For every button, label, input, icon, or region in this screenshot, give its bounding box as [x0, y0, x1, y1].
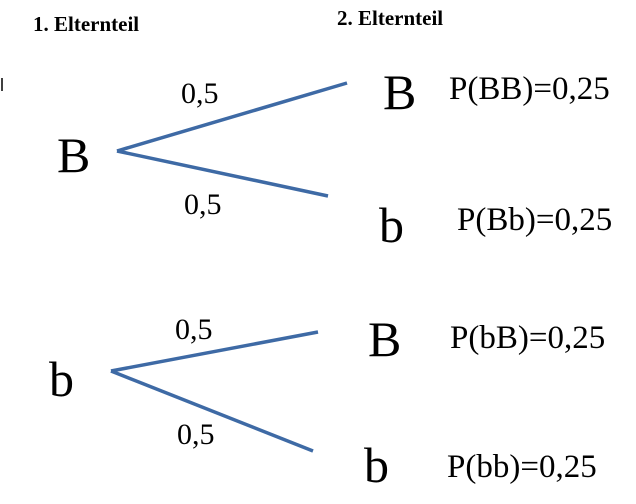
header: 1. Elternteil	[33, 12, 139, 36]
child-label: B	[383, 64, 416, 120]
probability: 0,5	[181, 77, 219, 110]
child-label: b	[379, 197, 404, 253]
header: 2. Elternteil	[337, 6, 443, 30]
probability: 0,5	[184, 188, 222, 221]
result: P(BB)=0,25	[449, 71, 610, 107]
child-label: b	[364, 437, 389, 493]
result: P(Bb)=0,25	[457, 202, 612, 238]
result: P(bb)=0,25	[447, 449, 597, 485]
result: P(bB)=0,25	[450, 320, 605, 356]
probability: 0,5	[175, 313, 213, 346]
child-label: B	[368, 311, 401, 367]
branch-line	[110, 369, 314, 453]
branch-line	[110, 330, 319, 373]
branch-line	[116, 81, 348, 153]
root-label: B	[57, 127, 90, 183]
root-label: b	[49, 351, 74, 407]
probability: 0,5	[177, 418, 215, 451]
branch-line	[116, 149, 329, 198]
